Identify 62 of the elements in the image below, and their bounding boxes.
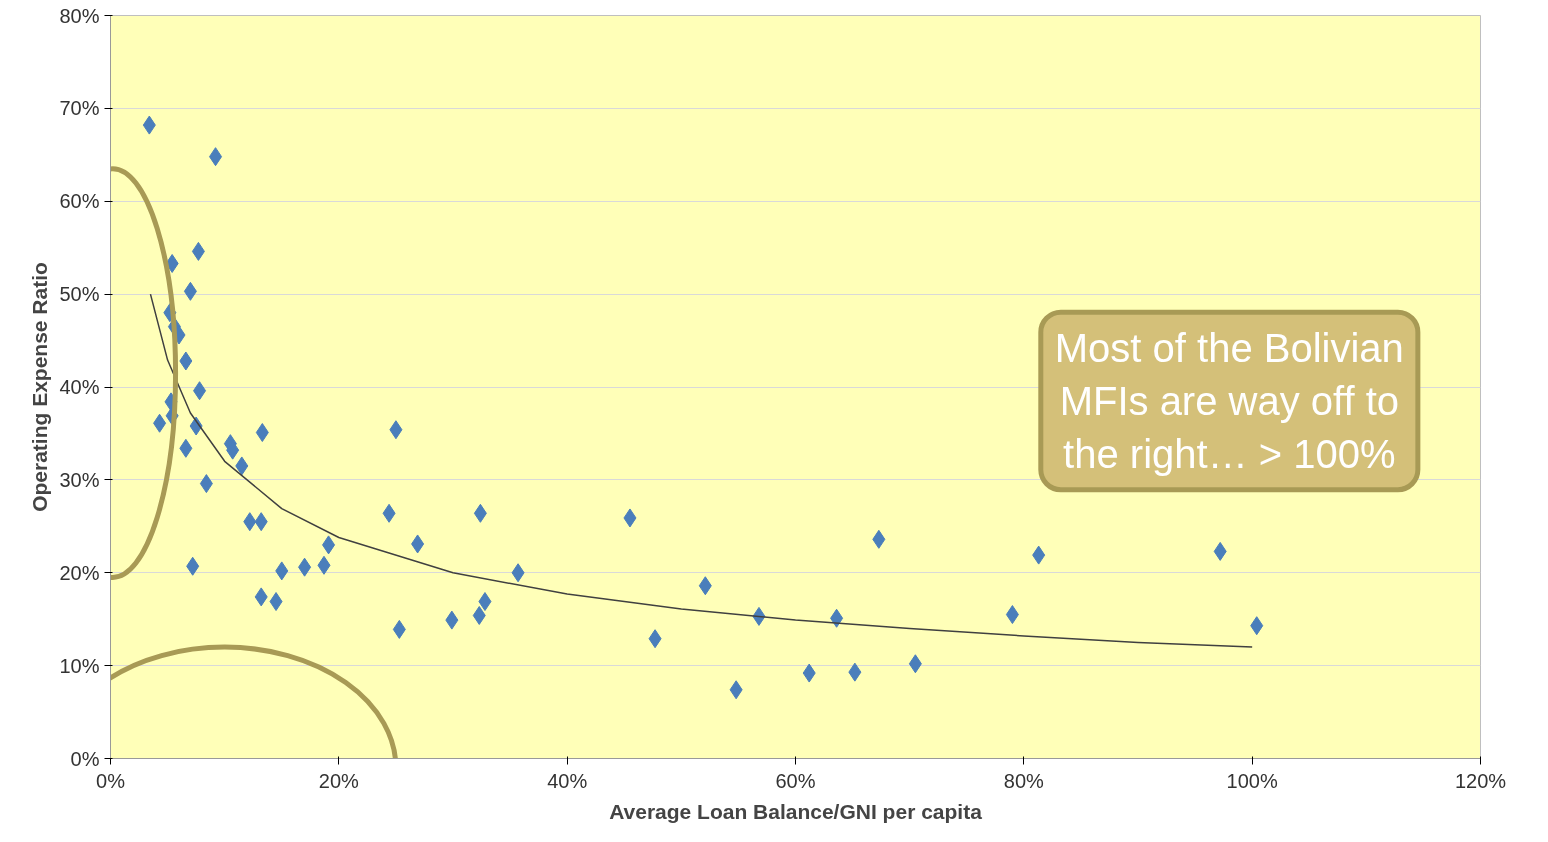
point bbox=[830, 608, 844, 628]
point bbox=[275, 561, 289, 581]
point bbox=[199, 474, 213, 494]
point bbox=[392, 619, 406, 639]
y-tick-label: 40% bbox=[59, 376, 100, 398]
x-tick-label: 0% bbox=[96, 769, 126, 792]
point bbox=[298, 557, 312, 577]
y-tick-label: 0% bbox=[70, 747, 100, 770]
y-tick-label: 60% bbox=[59, 190, 100, 213]
point bbox=[511, 563, 525, 583]
point bbox=[623, 508, 637, 528]
point bbox=[269, 592, 283, 612]
point bbox=[478, 592, 492, 612]
point bbox=[872, 529, 886, 549]
point bbox=[389, 420, 403, 440]
point bbox=[473, 503, 487, 523]
y-tick-label: 10% bbox=[59, 654, 100, 677]
point bbox=[1250, 616, 1264, 636]
y-tick-label: 80% bbox=[59, 4, 100, 27]
y-tick-label: 50% bbox=[59, 283, 100, 306]
annotation: Most of the Bolivian MFIs are way off to the right… > 100% bbox=[1054, 326, 1404, 476]
point bbox=[411, 534, 425, 554]
y-tick-label: 30% bbox=[59, 468, 100, 491]
x-tick-label: 40% bbox=[547, 769, 588, 792]
point bbox=[153, 413, 167, 433]
point bbox=[254, 512, 268, 532]
point bbox=[908, 654, 922, 674]
x-tick-label: 60% bbox=[775, 769, 816, 792]
y-axis-title: Operating Expense Ratio bbox=[28, 262, 52, 512]
y-tick-label: 20% bbox=[59, 561, 100, 584]
point bbox=[1005, 605, 1019, 625]
point bbox=[255, 423, 269, 443]
point bbox=[1213, 541, 1227, 561]
point bbox=[191, 241, 205, 261]
point bbox=[179, 438, 193, 458]
point bbox=[235, 456, 249, 476]
point bbox=[382, 503, 396, 523]
point bbox=[243, 512, 257, 532]
point bbox=[317, 555, 331, 575]
point bbox=[165, 253, 179, 273]
point bbox=[209, 147, 223, 167]
point bbox=[183, 281, 197, 301]
point bbox=[1032, 545, 1046, 565]
point bbox=[193, 381, 207, 401]
point bbox=[648, 629, 662, 649]
point bbox=[179, 351, 193, 371]
point bbox=[254, 587, 268, 607]
point bbox=[142, 115, 156, 135]
point bbox=[802, 663, 816, 683]
x-axis-title: Average Loan Balance/GNI per capita bbox=[609, 799, 983, 823]
x-tick-label: 80% bbox=[1003, 769, 1045, 792]
point bbox=[186, 556, 200, 576]
point bbox=[848, 662, 862, 682]
x-tick-label: 120% bbox=[1454, 769, 1507, 792]
point bbox=[322, 535, 336, 555]
point bbox=[698, 576, 712, 596]
x-tick-label: 100% bbox=[1226, 769, 1278, 792]
y-tick-label: 70% bbox=[59, 97, 100, 120]
point bbox=[472, 605, 486, 625]
point bbox=[445, 610, 459, 630]
point bbox=[729, 680, 743, 700]
x-tick-label: 20% bbox=[318, 769, 360, 792]
